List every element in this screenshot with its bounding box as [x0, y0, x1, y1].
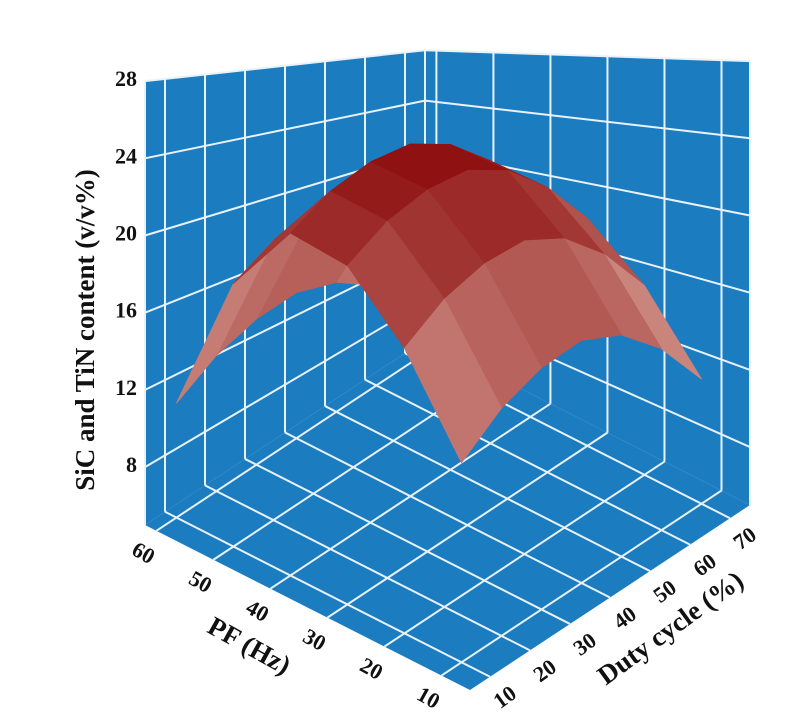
y-grid-line — [324, 405, 651, 572]
x-tick-label: 50 — [185, 565, 216, 598]
y-tick-label: 10 — [488, 680, 520, 713]
z-tick-label: 24 — [115, 143, 137, 168]
z-tick-label: 16 — [115, 298, 137, 323]
y-grid-line — [284, 431, 611, 599]
x-tick-label: 10 — [413, 681, 444, 714]
z-grid-line — [424, 49, 751, 63]
y-grid-line — [164, 510, 491, 678]
y-tick-label: 70 — [728, 522, 760, 555]
z-tick-label: 20 — [115, 221, 137, 246]
z-axis-title: SiC and TiN content (v/v%) — [70, 169, 100, 491]
y-tick-label: 50 — [648, 575, 680, 608]
y-grid-line — [204, 484, 531, 652]
y-tick-label: 30 — [568, 627, 600, 660]
surface — [175, 143, 702, 464]
y-grid-line — [364, 378, 691, 546]
surface-patch — [404, 298, 502, 464]
z-tick-label: 12 — [115, 375, 137, 400]
x-tick-label: 30 — [299, 623, 330, 656]
x-axis-title: PF (Hz) — [203, 611, 296, 681]
y-tick-label: 20 — [528, 654, 560, 687]
y-grid-line — [244, 458, 571, 625]
x-tick-label: 60 — [128, 536, 159, 569]
y-tick-label: 40 — [608, 601, 640, 634]
x-tick-label: 20 — [356, 652, 387, 685]
z-tick-label: 28 — [115, 66, 137, 91]
x-tick-label: 40 — [242, 594, 273, 627]
z-grid-line — [424, 99, 751, 140]
z-tick-label: 8 — [126, 452, 137, 477]
